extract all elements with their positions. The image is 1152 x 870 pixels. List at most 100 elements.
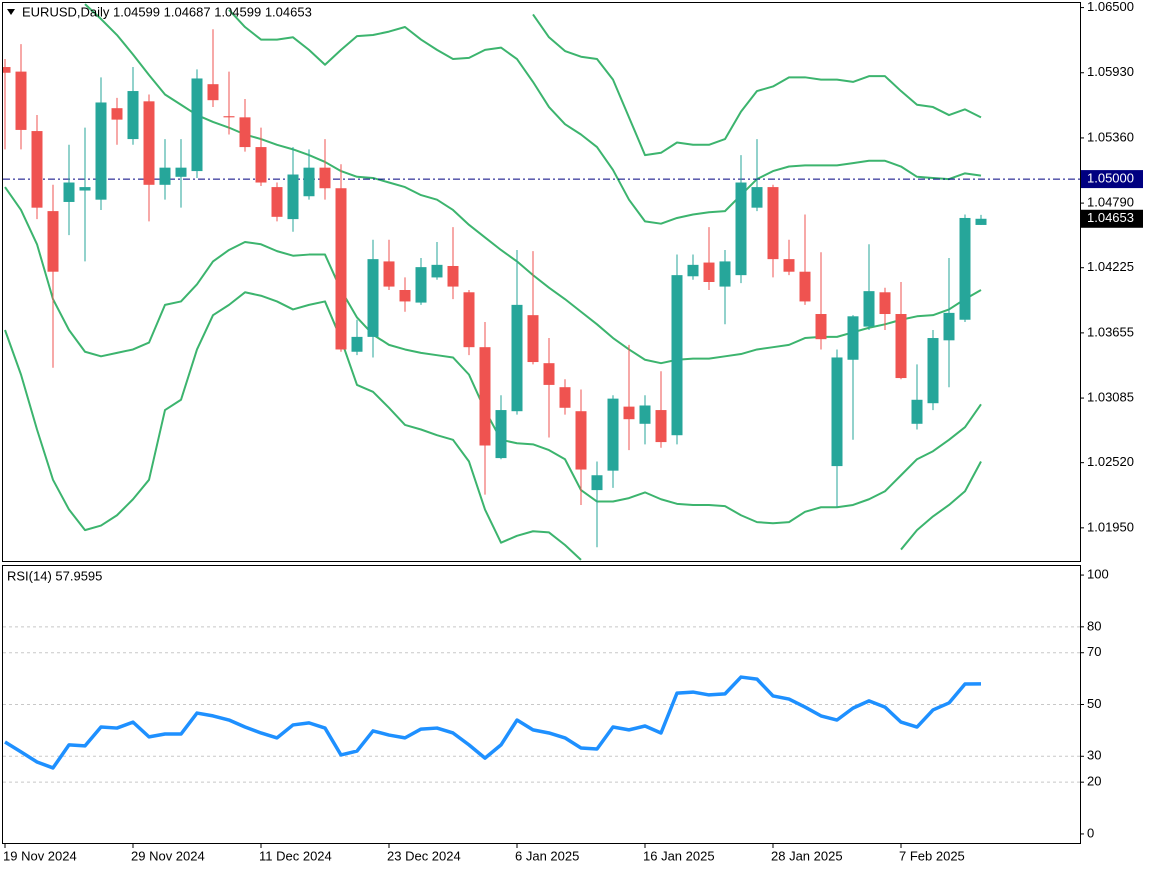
candle-body <box>239 117 251 148</box>
level-label: 1.05000 <box>1087 171 1134 186</box>
bollinger-band <box>4 291 982 561</box>
x-tick-label: 23 Dec 2024 <box>387 848 461 863</box>
y-tick-label: 50 <box>1087 696 1101 711</box>
x-tick-label: 28 Jan 2025 <box>771 848 843 863</box>
candle-body <box>79 187 91 191</box>
last-price-box <box>1081 209 1143 228</box>
candle-body <box>591 475 603 491</box>
candle-body <box>463 292 475 348</box>
y-tick-label: 1.05360 <box>1087 129 1134 144</box>
candle-body <box>191 78 203 172</box>
rsi-line <box>4 675 982 770</box>
candle-body <box>367 259 379 337</box>
candle-body <box>927 338 939 404</box>
y-tick-label: 1.04790 <box>1087 195 1134 210</box>
candle-body <box>95 102 107 200</box>
y-tick-label: 1.02520 <box>1087 454 1134 469</box>
bollinger-band <box>228 9 982 225</box>
candle-body <box>63 182 75 202</box>
candle-body <box>719 261 731 287</box>
rsi-plot <box>3 626 1080 783</box>
candle-body <box>767 187 779 260</box>
candle-body <box>47 211 59 272</box>
price-plot <box>3 3 1080 561</box>
candle-body <box>863 291 875 327</box>
candle-body <box>799 271 811 302</box>
candle-body <box>175 167 187 177</box>
x-tick-label: 16 Jan 2025 <box>643 848 715 863</box>
level-label-box <box>1081 170 1143 189</box>
candle-body <box>703 262 715 282</box>
y-tick-label: 20 <box>1087 774 1101 789</box>
candle-body <box>911 399 923 424</box>
candle-body <box>31 131 43 208</box>
candle-body <box>399 290 411 302</box>
candle-body <box>271 187 283 217</box>
candle-body <box>783 259 795 272</box>
candle-body <box>255 147 267 183</box>
candle-body <box>431 264 443 278</box>
candle-body <box>319 167 331 189</box>
candle-body <box>879 292 891 315</box>
candle-body <box>495 410 507 459</box>
candle-body <box>671 275 683 436</box>
price-title: EURUSD,Daily 1.04599 1.04687 1.04599 1.0… <box>22 4 312 19</box>
candle-body <box>831 357 843 467</box>
candle-body <box>3 67 11 73</box>
candle-body <box>351 336 363 352</box>
y-tick-label: 80 <box>1087 618 1101 633</box>
candle-body <box>335 188 347 350</box>
candle-body <box>383 261 395 287</box>
candle-body <box>223 116 235 118</box>
bollinger-band <box>532 13 982 157</box>
candle-body <box>479 347 491 446</box>
bollinger-band <box>4 186 982 525</box>
candle-body <box>527 315 539 363</box>
candle-body <box>415 267 427 303</box>
candle-body <box>895 314 907 379</box>
candle-body <box>143 101 155 185</box>
candle-body <box>447 265 459 287</box>
candle-body <box>303 167 315 197</box>
x-tick-label: 6 Jan 2025 <box>515 848 579 863</box>
last-price-label: 1.04653 <box>1087 210 1134 225</box>
candle-body <box>15 71 27 130</box>
price-panel <box>2 2 1081 562</box>
candle-body <box>575 411 587 470</box>
candle-body <box>975 218 987 225</box>
y-tick-label: 1.03655 <box>1087 324 1134 339</box>
candle-body <box>943 312 955 341</box>
candle-body <box>735 182 747 276</box>
candle-body <box>959 217 971 320</box>
y-tick-label: 1.06500 <box>1087 0 1134 14</box>
candle-body <box>127 91 139 140</box>
candle-body <box>111 108 123 120</box>
x-tick-label: 19 Nov 2024 <box>3 848 77 863</box>
candle-body <box>159 167 171 185</box>
candle-body <box>751 187 763 208</box>
y-tick-label: 0 <box>1087 825 1094 840</box>
candle-body <box>559 387 571 408</box>
candle-body <box>511 304 523 412</box>
candle-body <box>607 398 619 471</box>
axes: 1.06500 1.05930 1.05360 1.04790 1.04225 1.036… <box>3 0 1143 863</box>
candle-body <box>287 174 299 220</box>
menu-arrow[interactable] <box>7 9 15 15</box>
candle-body <box>623 406 635 420</box>
candle-body <box>639 405 651 424</box>
y-tick-label: 1.05930 <box>1087 64 1134 79</box>
x-tick-label: 29 Nov 2024 <box>131 848 205 863</box>
y-tick-label: 1.01950 <box>1087 519 1134 534</box>
y-tick-label: 30 <box>1087 748 1101 763</box>
rsi-title: RSI(14) 57.9595 <box>7 568 102 583</box>
x-tick-label: 7 Feb 2025 <box>899 848 965 863</box>
candle-body <box>847 316 859 360</box>
y-tick-label: 1.03085 <box>1087 389 1134 404</box>
x-tick-label: 11 Dec 2024 <box>259 848 332 863</box>
y-tick-label: 70 <box>1087 644 1101 659</box>
candle-body <box>655 410 667 443</box>
y-tick-label: 1.04225 <box>1087 259 1134 274</box>
candle-body <box>687 264 699 277</box>
candle-body <box>815 314 827 340</box>
candle-body <box>543 363 555 385</box>
